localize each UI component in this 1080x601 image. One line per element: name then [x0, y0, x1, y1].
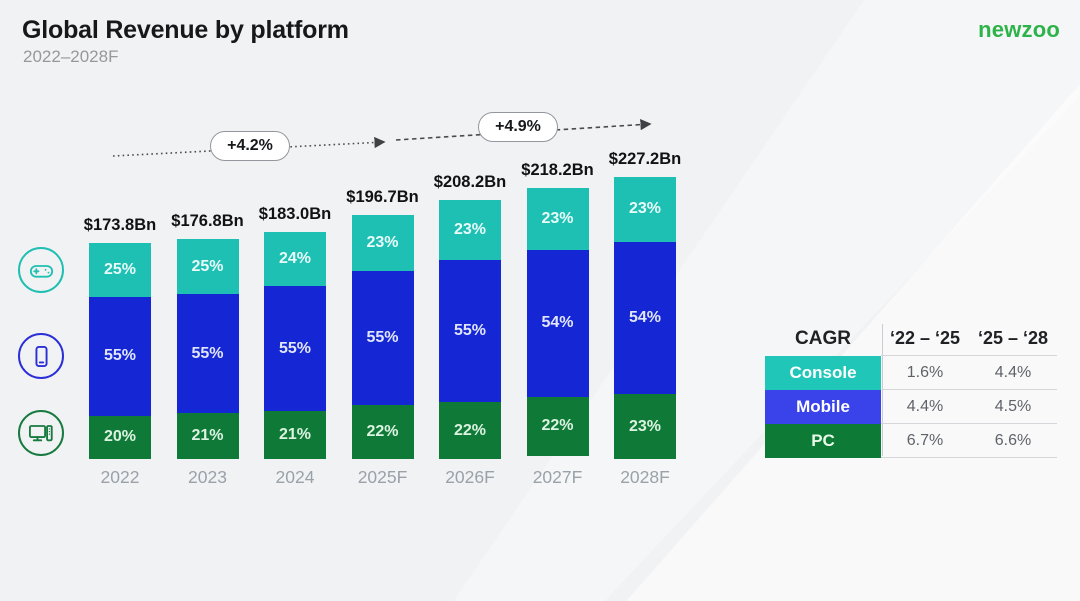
segment-pct-label: 55% — [103, 347, 137, 365]
segment-pct-label: 55% — [366, 329, 399, 347]
segment-pct-label: 55% — [191, 344, 224, 362]
cagr-table: CAGR ‘22 – ‘25 ‘25 – ‘28 Console 1.6% 4.4%… — [765, 322, 1057, 458]
segment-console-2028F: 23% — [614, 176, 676, 242]
segment-pct-label: 22% — [541, 417, 574, 435]
axis-label-2028F: 2028F — [620, 467, 670, 487]
segment-pct-label: 23% — [453, 221, 487, 239]
mobile-legend — [18, 333, 64, 379]
bar-2028F: 23% 54% 23% — [614, 176, 676, 459]
total-label-2025F: $196.7Bn — [346, 187, 419, 206]
segment-pct-label: 24% — [278, 249, 312, 267]
axis-label-2026F: 2026F — [445, 467, 495, 487]
row-label-mobile: Mobile — [765, 390, 881, 424]
segment-pct-label: 21% — [191, 427, 224, 445]
gamepad-icon — [29, 264, 53, 278]
segment-pct-label: 23% — [541, 210, 574, 228]
table-row-console: Console 1.6% 4.4% — [765, 356, 1057, 390]
axis-label-2024: 2024 — [275, 467, 315, 487]
bar-2027F: 23% 54% 22% — [526, 188, 589, 459]
cagr-value-mobile-1: 4.5% — [969, 390, 1057, 424]
newzoo-logo: newzoo — [978, 17, 1060, 42]
cagr-annotation-2: +4.9% — [478, 112, 558, 142]
smartphone-icon — [34, 345, 48, 367]
segment-pct-label: 23% — [628, 200, 662, 218]
segment-console-2025F: 23% — [351, 214, 414, 271]
total-label-2028F: $227.2Bn — [608, 149, 682, 168]
cagr-annotation-1: +4.2% — [210, 131, 290, 161]
console-legend — [18, 247, 64, 293]
segment-mobile-2026F: 55% — [439, 259, 501, 403]
segment-pct-label: 22% — [453, 421, 487, 439]
subtitle: 2022–2028F — [23, 47, 119, 66]
segment-mobile-2024: 55% — [264, 286, 326, 412]
cagr-value-mobile-0: 4.4% — [881, 390, 969, 424]
total-label-2026F: $208.2Bn — [433, 173, 507, 192]
total-label-2027F: $218.2Bn — [521, 161, 594, 179]
segment-pct-label: 20% — [103, 428, 137, 446]
segment-console-2022: 25% — [89, 243, 151, 298]
bar-2022: 25% 55% 20% — [89, 243, 151, 459]
segment-pct-label: 23% — [366, 233, 399, 251]
bar-2024: 24% 55% 21% — [264, 231, 326, 459]
page-title: Global Revenue by platform — [22, 16, 349, 44]
segment-pc-2024: 21% — [264, 411, 326, 459]
segment-console-2023: 25% — [176, 239, 239, 294]
pc-legend — [18, 410, 64, 456]
axis-label-2023: 2023 — [188, 467, 227, 487]
bar-2025F: 23% 55% 22% — [351, 214, 414, 459]
cagr-value-console-1: 4.4% — [969, 356, 1057, 390]
total-label-2024: $183.0Bn — [258, 204, 332, 223]
segment-pct-label: 54% — [628, 308, 662, 326]
table-header-row: CAGR ‘22 – ‘25 ‘25 – ‘28 — [765, 322, 1057, 356]
segment-mobile-2022: 55% — [89, 297, 151, 416]
table-header-22-25: ‘22 – ‘25 — [881, 322, 969, 356]
cagr-value-console-0: 1.6% — [881, 356, 969, 390]
segment-console-2027F: 23% — [526, 188, 589, 251]
total-label-2023: $176.8Bn — [171, 212, 244, 231]
segment-pc-2025F: 22% — [351, 405, 414, 459]
segment-mobile-2023: 55% — [176, 293, 239, 414]
segment-pc-2023: 21% — [176, 413, 239, 459]
table-row-pc: PC 6.7% 6.6% — [765, 424, 1057, 458]
segment-pct-label: 55% — [453, 321, 487, 339]
segment-mobile-2027F: 54% — [526, 250, 589, 397]
bar-2023: 25% 55% 21% — [176, 239, 239, 459]
table-row-mobile: Mobile 4.4% 4.5% — [765, 390, 1057, 424]
segment-pc-2026F: 22% — [439, 402, 501, 459]
table-divider — [882, 324, 883, 456]
row-label-console: Console — [765, 356, 881, 390]
cagr-value-pc-0: 6.7% — [881, 424, 969, 458]
bar-2026F: 23% 55% 22% — [439, 200, 501, 459]
segment-pc-2028F: 23% — [614, 394, 676, 459]
segment-pct-label: 25% — [103, 261, 137, 279]
segment-pc-2027F: 22% — [526, 396, 589, 457]
table-header-cagr: CAGR — [795, 328, 851, 349]
segment-mobile-2025F: 55% — [351, 270, 414, 406]
axis-label-2025F: 2025F — [357, 467, 408, 487]
segment-pct-label: 25% — [191, 257, 224, 275]
segment-pc-2022: 20% — [89, 415, 151, 459]
segment-console-2026F: 23% — [439, 200, 501, 260]
segment-pct-label: 23% — [628, 417, 662, 435]
segment-mobile-2028F: 54% — [614, 241, 676, 395]
segment-pct-label: 22% — [366, 423, 399, 441]
segment-pct-label: 21% — [278, 426, 312, 444]
axis-label-2027F: 2027F — [532, 467, 583, 487]
cagr-value-pc-1: 6.6% — [969, 424, 1057, 458]
desktop-pc-icon — [28, 425, 53, 442]
segment-pct-label: 54% — [541, 314, 574, 332]
row-label-pc: PC — [765, 424, 881, 458]
total-label-2022: $173.8Bn — [83, 216, 157, 235]
table-header-25-28: ‘25 – ‘28 — [969, 322, 1057, 356]
segment-pct-label: 55% — [278, 339, 312, 357]
segment-console-2024: 24% — [264, 231, 326, 287]
axis-label-2022: 2022 — [100, 467, 140, 487]
